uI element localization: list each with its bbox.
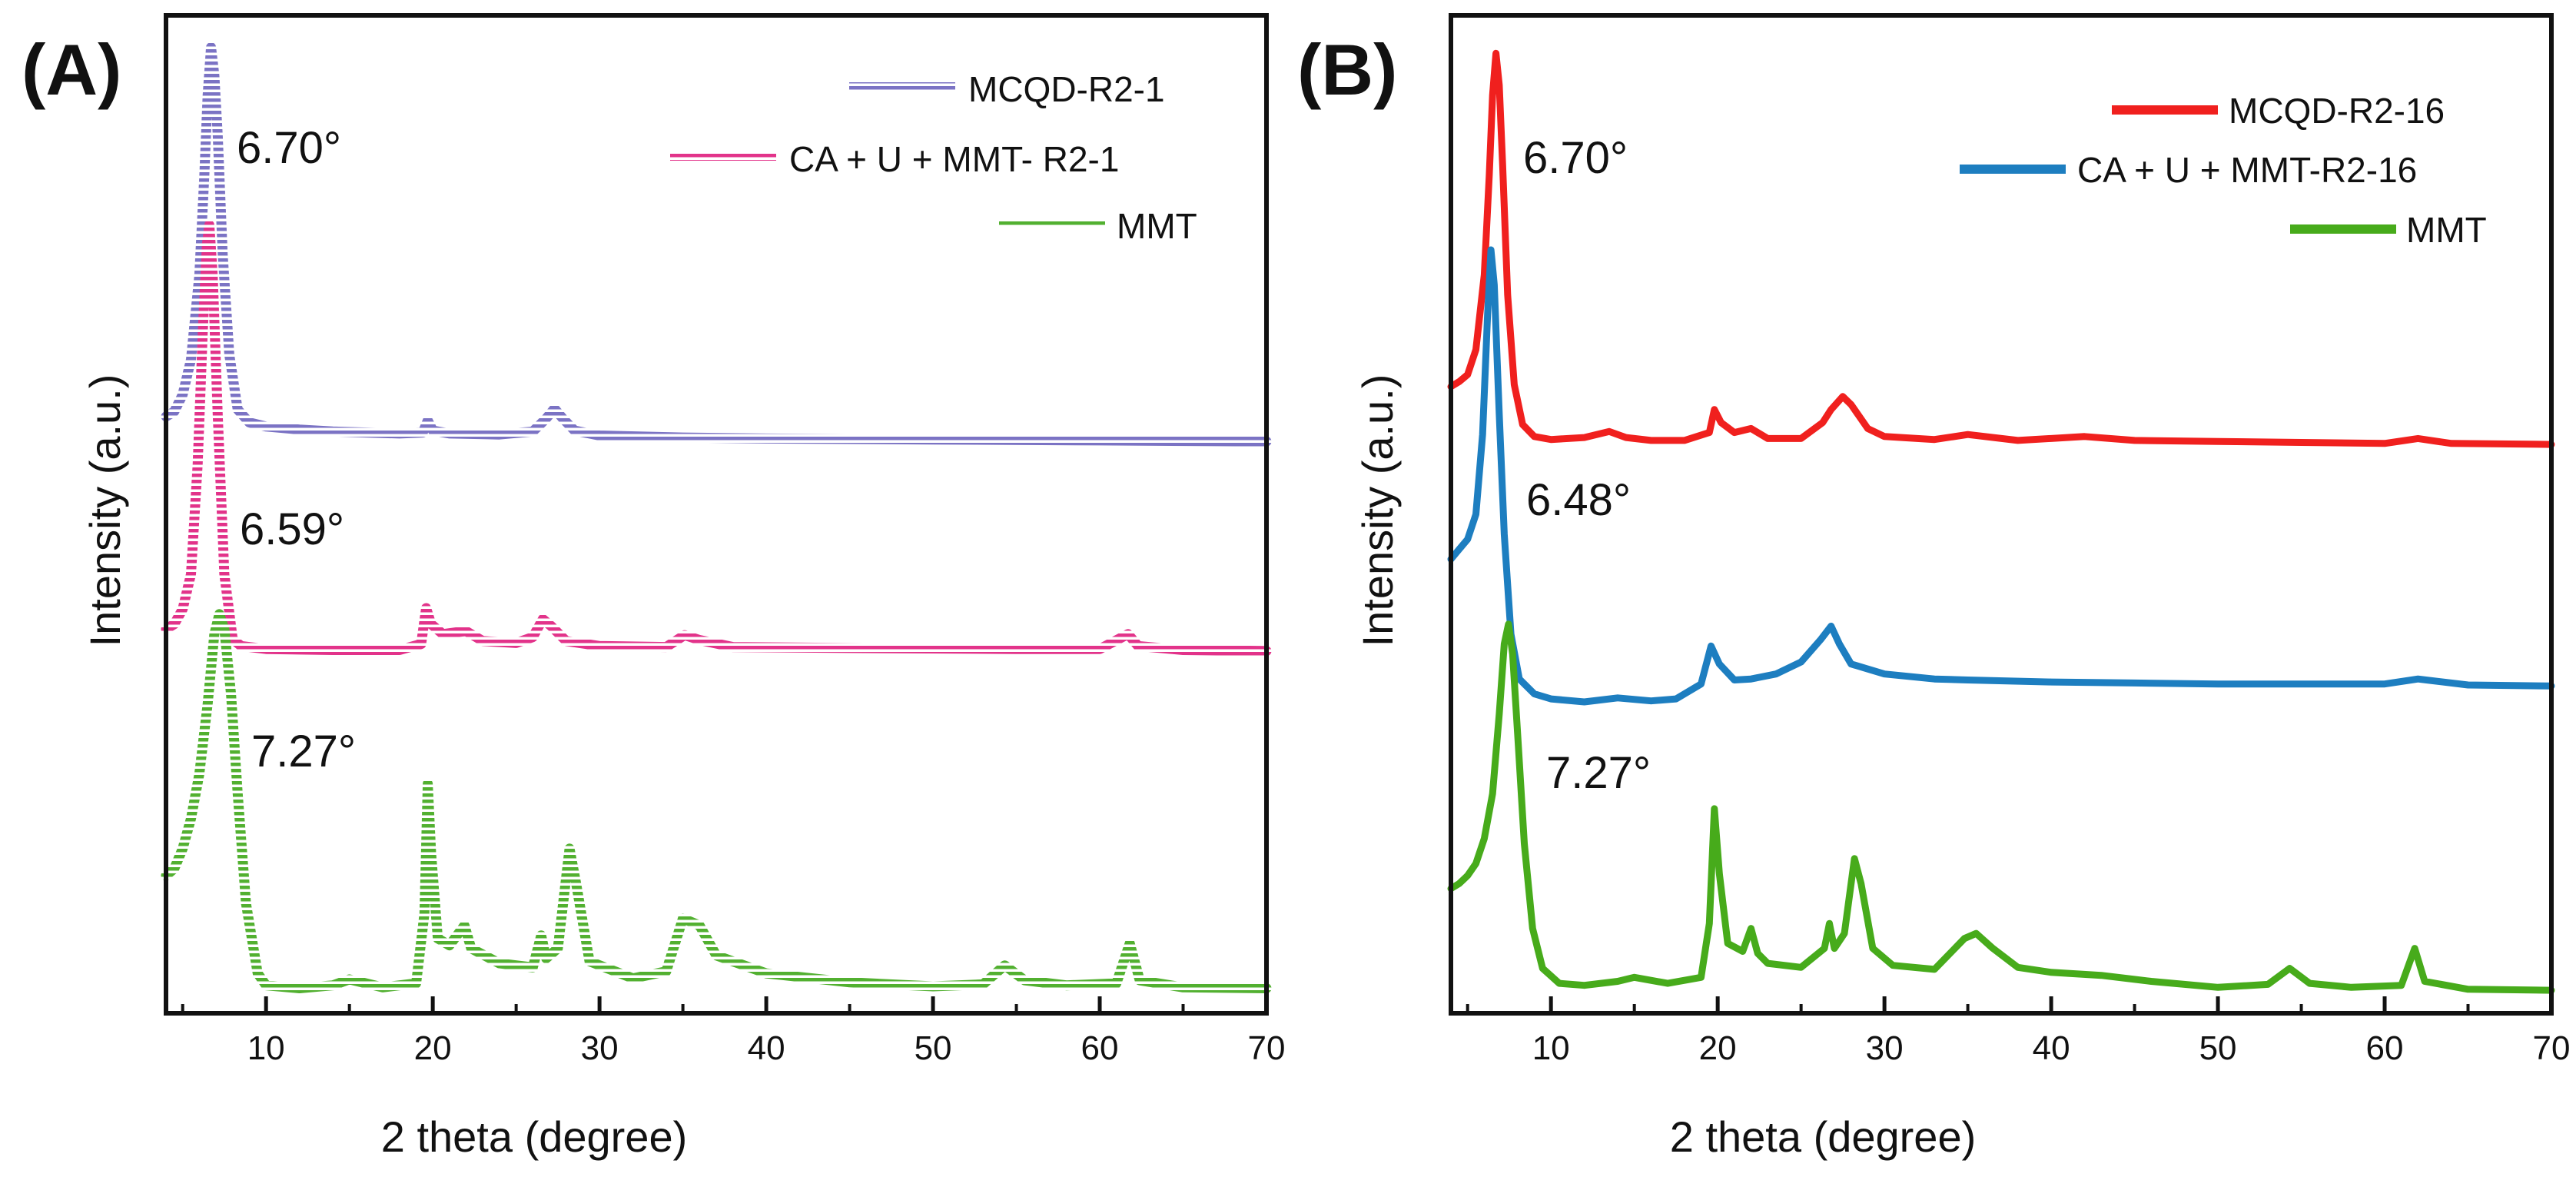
panel-label-a: (A) bbox=[22, 29, 122, 110]
legend-b-swatch-ca bbox=[1960, 165, 2066, 174]
x-tick-label-b: 60 bbox=[2366, 1029, 2404, 1067]
series-line-a-mcqd-r2-1 bbox=[161, 42, 1272, 447]
x-tick-label-b: 30 bbox=[1866, 1029, 1904, 1067]
x-axis-label-b: 2 theta (degree) bbox=[1670, 1112, 1976, 1161]
x-tick-label-a: 30 bbox=[581, 1029, 619, 1067]
x-tick-label-b: 40 bbox=[2033, 1029, 2070, 1067]
annotation-a-mcqd-peak: 6.70° bbox=[237, 123, 341, 173]
x-axis-label-a: 2 theta (degree) bbox=[381, 1112, 687, 1161]
annotation-b-ca-peak: 6.48° bbox=[1526, 475, 1631, 525]
annotation-b-mcqd-peak: 6.70° bbox=[1523, 133, 1628, 183]
annotation-a-ca-peak: 6.59° bbox=[240, 504, 344, 554]
x-tick-label-a: 60 bbox=[1081, 1029, 1119, 1067]
legend-b-swatch-mcqd bbox=[2112, 105, 2218, 115]
legend-a-swatch-ca bbox=[670, 152, 776, 161]
legend-b-label-mmt: MMT bbox=[2406, 210, 2487, 250]
legend-a-label-mcqd: MCQD-R2-1 bbox=[968, 69, 1165, 109]
legend-a-label-ca: CA + U + MMT- R2-1 bbox=[789, 139, 1119, 179]
legend-a: MCQD-R2-1 CA + U + MMT- R2-1 MMT bbox=[670, 69, 1197, 246]
legend-a-swatch-mcqd bbox=[849, 82, 955, 91]
x-tick-label-b: 70 bbox=[2533, 1029, 2571, 1067]
legend-a-swatch-mmt bbox=[999, 219, 1105, 228]
x-tick-label-a: 10 bbox=[247, 1029, 285, 1067]
legend-b-label-mcqd: MCQD-R2-16 bbox=[2229, 91, 2445, 131]
x-tick-label-a: 20 bbox=[414, 1029, 452, 1067]
plot-area-a: 10 20 30 40 50 60 70 bbox=[161, 13, 1286, 1067]
legend-b-swatch-mmt bbox=[2290, 224, 2396, 234]
panel-label-b: (B) bbox=[1297, 29, 1398, 110]
x-tick-label-a: 40 bbox=[748, 1029, 785, 1067]
plot-frame-b bbox=[1449, 13, 2554, 1016]
series-line-b-mmt bbox=[1447, 620, 2555, 994]
y-axis-label-a: Intensity (a.u.) bbox=[81, 374, 129, 647]
legend-b: MCQD-R2-16 CA + U + MMT-R2-16 MMT bbox=[1960, 91, 2487, 250]
legend-a-label-mmt: MMT bbox=[1117, 206, 1197, 246]
x-tick-label-b: 50 bbox=[2199, 1029, 2237, 1067]
legend-b-label-ca: CA + U + MMT-R2-16 bbox=[2077, 150, 2417, 190]
plot-area-b: 10 20 30 40 50 60 70 bbox=[1447, 13, 2571, 1067]
y-axis-label-b: Intensity (a.u.) bbox=[1353, 374, 1402, 647]
x-tick-label-b: 10 bbox=[1532, 1029, 1570, 1067]
x-tick-label-a: 70 bbox=[1248, 1029, 1286, 1067]
annotation-a-mmt-peak: 7.27° bbox=[251, 727, 356, 776]
annotation-b-mmt-peak: 7.27° bbox=[1546, 748, 1651, 798]
series-line-a-mmt bbox=[161, 609, 1272, 993]
series-line-a-ca-u-mmt-r2-1 bbox=[161, 220, 1272, 657]
x-tick-label-b: 20 bbox=[1699, 1029, 1737, 1067]
plot-frame-a bbox=[164, 13, 1269, 1016]
series-line-b-mcqd-r2-16 bbox=[1447, 49, 2555, 448]
x-tick-label-a: 50 bbox=[915, 1029, 952, 1067]
series-line-b-ca-u-mmt-r2-16 bbox=[1447, 246, 2555, 706]
